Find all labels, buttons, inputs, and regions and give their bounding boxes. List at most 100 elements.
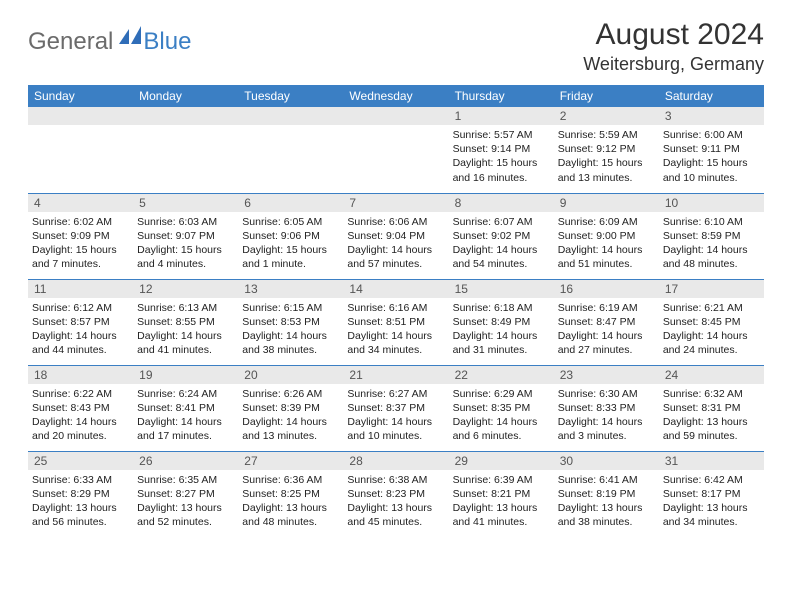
daylight-text: Daylight: 14 hours and 24 minutes.: [663, 329, 758, 357]
calendar-day-cell: 26Sunrise: 6:35 AMSunset: 8:27 PMDayligh…: [133, 451, 238, 537]
brand-part2: Blue: [143, 28, 191, 56]
day-body: Sunrise: 6:22 AMSunset: 8:43 PMDaylight:…: [28, 384, 133, 444]
weekday-header: Tuesday: [238, 85, 343, 107]
calendar-table: SundayMondayTuesdayWednesdayThursdayFrid…: [28, 85, 764, 537]
day-number: 22: [449, 366, 554, 384]
day-number: 27: [238, 452, 343, 470]
day-body: Sunrise: 6:36 AMSunset: 8:25 PMDaylight:…: [238, 470, 343, 530]
day-body: Sunrise: 6:07 AMSunset: 9:02 PMDaylight:…: [449, 212, 554, 272]
day-number: 6: [238, 194, 343, 212]
day-body: Sunrise: 6:33 AMSunset: 8:29 PMDaylight:…: [28, 470, 133, 530]
sunset-text: Sunset: 8:39 PM: [242, 401, 337, 415]
day-number: 14: [343, 280, 448, 298]
weekday-header: Saturday: [659, 85, 764, 107]
daylight-text: Daylight: 13 hours and 52 minutes.: [137, 501, 232, 529]
day-number: 30: [554, 452, 659, 470]
day-body: Sunrise: 6:41 AMSunset: 8:19 PMDaylight:…: [554, 470, 659, 530]
day-number: 1: [449, 107, 554, 125]
day-number: 13: [238, 280, 343, 298]
daylight-text: Daylight: 14 hours and 27 minutes.: [558, 329, 653, 357]
daylight-text: Daylight: 14 hours and 57 minutes.: [347, 243, 442, 271]
day-body: Sunrise: 6:10 AMSunset: 8:59 PMDaylight:…: [659, 212, 764, 272]
sunset-text: Sunset: 8:27 PM: [137, 487, 232, 501]
calendar-day-cell: 31Sunrise: 6:42 AMSunset: 8:17 PMDayligh…: [659, 451, 764, 537]
calendar-day-cell: 12Sunrise: 6:13 AMSunset: 8:55 PMDayligh…: [133, 279, 238, 365]
sunset-text: Sunset: 8:57 PM: [32, 315, 127, 329]
day-body: Sunrise: 6:32 AMSunset: 8:31 PMDaylight:…: [659, 384, 764, 444]
calendar-day-cell: 8Sunrise: 6:07 AMSunset: 9:02 PMDaylight…: [449, 193, 554, 279]
sunset-text: Sunset: 8:31 PM: [663, 401, 758, 415]
day-number: 15: [449, 280, 554, 298]
sunrise-text: Sunrise: 6:13 AM: [137, 301, 232, 315]
daylight-text: Daylight: 14 hours and 34 minutes.: [347, 329, 442, 357]
sunrise-text: Sunrise: 6:02 AM: [32, 215, 127, 229]
sunset-text: Sunset: 8:49 PM: [453, 315, 548, 329]
sunset-text: Sunset: 9:09 PM: [32, 229, 127, 243]
day-number: 4: [28, 194, 133, 212]
calendar-day-cell: [28, 107, 133, 193]
calendar-day-cell: [343, 107, 448, 193]
calendar-day-cell: 10Sunrise: 6:10 AMSunset: 8:59 PMDayligh…: [659, 193, 764, 279]
day-body: Sunrise: 6:05 AMSunset: 9:06 PMDaylight:…: [238, 212, 343, 272]
day-body: Sunrise: 6:12 AMSunset: 8:57 PMDaylight:…: [28, 298, 133, 358]
sunset-text: Sunset: 8:41 PM: [137, 401, 232, 415]
sunrise-text: Sunrise: 6:12 AM: [32, 301, 127, 315]
day-number: 7: [343, 194, 448, 212]
sunrise-text: Sunrise: 6:33 AM: [32, 473, 127, 487]
sunrise-text: Sunrise: 6:24 AM: [137, 387, 232, 401]
calendar-day-cell: 14 Sunrise: 6:16 AMSunset: 8:51 PMDayligh…: [343, 279, 448, 365]
calendar-day-cell: 6Sunrise: 6:05 AMSunset: 9:06 PMDaylight…: [238, 193, 343, 279]
sunrise-text: Sunrise: 6:09 AM: [558, 215, 653, 229]
calendar-day-cell: 27Sunrise: 6:36 AMSunset: 8:25 PMDayligh…: [238, 451, 343, 537]
sunrise-text: Sunrise: 6:27 AM: [347, 387, 442, 401]
sunset-text: Sunset: 8:19 PM: [558, 487, 653, 501]
day-body: Sunrise: 6:09 AMSunset: 9:00 PMDaylight:…: [554, 212, 659, 272]
title-block: August 2024 Weitersburg, Germany: [583, 18, 764, 75]
calendar-day-cell: 1Sunrise: 5:57 AMSunset: 9:14 PMDaylight…: [449, 107, 554, 193]
sunset-text: Sunset: 8:51 PM: [347, 315, 442, 329]
calendar-day-cell: [133, 107, 238, 193]
sunrise-text: Sunrise: 6:42 AM: [663, 473, 758, 487]
day-number: 20: [238, 366, 343, 384]
daylight-text: Daylight: 15 hours and 10 minutes.: [663, 156, 758, 184]
day-body: Sunrise: 6:06 AMSunset: 9:04 PMDaylight:…: [343, 212, 448, 272]
day-body: Sunrise: 6:15 AMSunset: 8:53 PMDaylight:…: [238, 298, 343, 358]
day-body: Sunrise: 6:18 AMSunset: 8:49 PMDaylight:…: [449, 298, 554, 358]
sunset-text: Sunset: 8:47 PM: [558, 315, 653, 329]
day-number: 28: [343, 452, 448, 470]
sunrise-text: Sunrise: 6:06 AM: [347, 215, 442, 229]
sunrise-text: Sunrise: 6:16 AM: [347, 301, 442, 315]
daylight-text: Daylight: 15 hours and 7 minutes.: [32, 243, 127, 271]
calendar-week-row: 4Sunrise: 6:02 AMSunset: 9:09 PMDaylight…: [28, 193, 764, 279]
calendar-day-cell: 30Sunrise: 6:41 AMSunset: 8:19 PMDayligh…: [554, 451, 659, 537]
sunrise-text: Sunrise: 5:57 AM: [453, 128, 548, 142]
daylight-text: Daylight: 13 hours and 56 minutes.: [32, 501, 127, 529]
day-body: Sunrise: 6:13 AMSunset: 8:55 PMDaylight:…: [133, 298, 238, 358]
daylight-text: Daylight: 14 hours and 48 minutes.: [663, 243, 758, 271]
daylight-text: Daylight: 14 hours and 38 minutes.: [242, 329, 337, 357]
day-body: Sunrise: 6:29 AMSunset: 8:35 PMDaylight:…: [449, 384, 554, 444]
sunrise-text: Sunrise: 6:07 AM: [453, 215, 548, 229]
day-body: Sunrise: 6:39 AMSunset: 8:21 PMDaylight:…: [449, 470, 554, 530]
sunset-text: Sunset: 9:04 PM: [347, 229, 442, 243]
sunset-text: Sunset: 8:17 PM: [663, 487, 758, 501]
sunrise-text: Sunrise: 6:22 AM: [32, 387, 127, 401]
sunset-text: Sunset: 8:23 PM: [347, 487, 442, 501]
day-number: 24: [659, 366, 764, 384]
sunrise-text: Sunrise: 6:21 AM: [663, 301, 758, 315]
calendar-day-cell: 25Sunrise: 6:33 AMSunset: 8:29 PMDayligh…: [28, 451, 133, 537]
daylight-text: Daylight: 13 hours and 41 minutes.: [453, 501, 548, 529]
day-number: 10: [659, 194, 764, 212]
sunrise-text: Sunrise: 6:15 AM: [242, 301, 337, 315]
sunset-text: Sunset: 8:55 PM: [137, 315, 232, 329]
sunrise-text: Sunrise: 6:03 AM: [137, 215, 232, 229]
sunset-text: Sunset: 8:29 PM: [32, 487, 127, 501]
day-body: Sunrise: 6:19 AMSunset: 8:47 PMDaylight:…: [554, 298, 659, 358]
sunset-text: Sunset: 9:12 PM: [558, 142, 653, 156]
weekday-header: Thursday: [449, 85, 554, 107]
daylight-text: Daylight: 15 hours and 1 minute.: [242, 243, 337, 271]
sunrise-text: Sunrise: 6:05 AM: [242, 215, 337, 229]
day-body: Sunrise: 5:57 AMSunset: 9:14 PMDaylight:…: [449, 125, 554, 185]
day-number: 17: [659, 280, 764, 298]
sunrise-text: Sunrise: 6:35 AM: [137, 473, 232, 487]
